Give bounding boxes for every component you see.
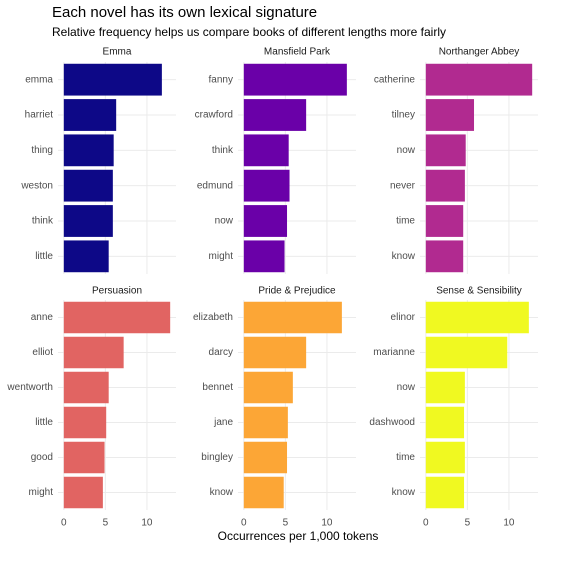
y-tick-label: never xyxy=(390,180,416,191)
y-tick-label: know xyxy=(392,251,416,262)
x-tick-label: 10 xyxy=(503,518,515,529)
y-tick-label: now xyxy=(397,145,416,156)
bar xyxy=(63,301,171,334)
panel-title: Sense & Sensibility xyxy=(436,286,522,297)
y-tick-label: catherine xyxy=(374,74,416,85)
y-tick-label: think xyxy=(212,145,234,156)
x-tick-label: 5 xyxy=(465,518,471,529)
bar xyxy=(243,205,288,237)
bar xyxy=(425,476,465,509)
panel-title: Pride & Prejudice xyxy=(258,286,336,297)
y-tick-label: marianne xyxy=(373,347,415,358)
y-tick-label: good xyxy=(31,452,53,463)
bar xyxy=(243,240,285,273)
bar xyxy=(243,371,293,404)
bar xyxy=(243,441,288,474)
y-tick-label: little xyxy=(35,251,53,262)
y-tick-label: weston xyxy=(20,180,53,191)
y-tick-label: now xyxy=(215,216,234,227)
y-tick-label: elinor xyxy=(391,312,416,323)
y-tick-label: wentworth xyxy=(6,382,53,393)
x-tick-label: 5 xyxy=(103,518,109,529)
bar xyxy=(425,441,465,474)
bar xyxy=(243,406,288,439)
x-tick-label: 5 xyxy=(283,518,289,529)
bar xyxy=(63,134,114,167)
bar xyxy=(243,63,347,96)
y-tick-label: fanny xyxy=(209,74,233,85)
y-tick-label: elliot xyxy=(32,347,53,358)
x-tick-label: 10 xyxy=(321,518,333,529)
y-tick-label: bennet xyxy=(202,382,233,393)
bar xyxy=(425,301,529,334)
bar xyxy=(425,336,508,369)
y-tick-label: jane xyxy=(213,417,233,428)
bar xyxy=(63,99,117,131)
bar xyxy=(425,406,465,439)
y-tick-label: know xyxy=(210,487,234,498)
bar xyxy=(63,63,162,96)
bar xyxy=(63,169,113,202)
y-tick-label: emma xyxy=(25,74,53,85)
panel-title: Emma xyxy=(103,47,132,58)
x-tick-label: 10 xyxy=(141,518,153,529)
x-tick-label: 0 xyxy=(423,518,429,529)
x-tick-label: 0 xyxy=(61,518,67,529)
y-tick-label: anne xyxy=(31,312,54,323)
bar xyxy=(63,240,109,273)
y-tick-label: elizabeth xyxy=(193,312,233,323)
y-tick-label: dashwood xyxy=(369,417,415,428)
y-tick-label: time xyxy=(396,216,415,227)
panel-title: Mansfield Park xyxy=(264,47,331,58)
y-tick-label: darcy xyxy=(209,347,233,358)
bar xyxy=(425,371,465,404)
bar xyxy=(63,441,105,474)
y-tick-label: know xyxy=(392,487,416,498)
y-tick-label: think xyxy=(32,216,54,227)
y-tick-label: now xyxy=(397,382,416,393)
y-tick-label: edmund xyxy=(197,180,233,191)
bar xyxy=(63,371,109,404)
bar xyxy=(243,336,307,369)
y-tick-label: thing xyxy=(31,145,53,156)
y-tick-label: harriet xyxy=(25,110,54,121)
bar xyxy=(243,99,307,131)
bar xyxy=(63,476,103,509)
y-tick-label: might xyxy=(209,251,234,262)
bar xyxy=(243,301,342,334)
bar xyxy=(243,169,290,202)
y-tick-label: might xyxy=(29,487,54,498)
y-tick-label: time xyxy=(396,452,415,463)
bar xyxy=(63,336,124,369)
bar xyxy=(243,476,284,509)
y-tick-label: tilney xyxy=(392,110,415,121)
chart-title: Each novel has its own lexical signature xyxy=(52,4,317,21)
x-tick-label: 0 xyxy=(241,518,247,529)
chart-subtitle: Relative frequency helps us compare book… xyxy=(52,25,446,39)
y-tick-label: bingley xyxy=(201,452,233,463)
x-axis-label: Occurrences per 1,000 tokens xyxy=(218,529,379,543)
bar xyxy=(425,134,466,167)
bar xyxy=(425,205,464,237)
bar xyxy=(243,134,289,167)
bar xyxy=(425,99,475,131)
bar xyxy=(425,169,465,202)
bar xyxy=(425,63,533,96)
bar xyxy=(63,205,113,237)
panel-title: Persuasion xyxy=(92,286,142,297)
y-tick-label: crawford xyxy=(195,110,233,121)
y-tick-label: little xyxy=(35,417,53,428)
bar xyxy=(63,406,107,439)
bar xyxy=(425,240,464,273)
panel-title: Northanger Abbey xyxy=(439,47,520,58)
